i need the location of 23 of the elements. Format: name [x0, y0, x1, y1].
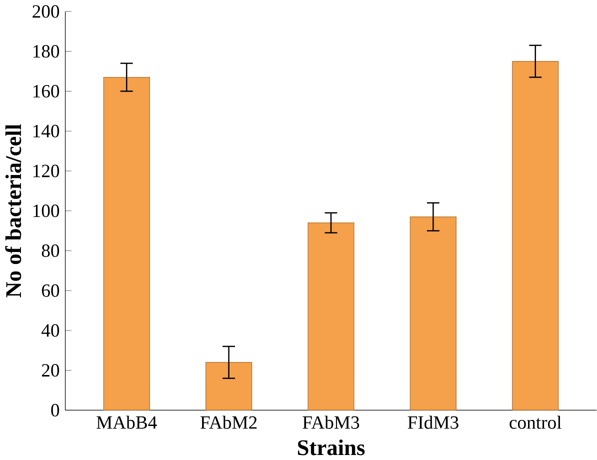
x-tick-label: FIdM3: [408, 416, 458, 429]
y-tick-label: 0: [51, 404, 60, 416]
y-tick-label: 40: [42, 324, 60, 337]
y-tick-label: 200: [32, 4, 60, 18]
bar: [308, 222, 354, 410]
x-tick-label: control: [510, 416, 562, 429]
y-tick-label: 140: [33, 124, 60, 138]
x-tick-label: MAbB4: [96, 416, 157, 429]
x-axis-title: Strains: [298, 439, 365, 456]
bar: [512, 60, 559, 410]
bar: [103, 76, 150, 410]
y-tick-label: 80: [42, 244, 60, 257]
x-tick-label: FAbM3: [302, 416, 360, 429]
y-tick-label: 60: [42, 284, 60, 297]
y-tick-label: 120: [33, 164, 60, 178]
y-tick-label: 20: [42, 364, 60, 376]
bar: [410, 216, 456, 410]
x-tick-label: FAbM2: [200, 416, 257, 429]
bar: [205, 362, 252, 410]
y-tick-label: 180: [33, 44, 60, 58]
y-axis-title: No of bacteria/cell: [5, 124, 22, 298]
y-tick-label: 160: [33, 84, 60, 98]
y-tick-label: 100: [33, 204, 60, 217]
